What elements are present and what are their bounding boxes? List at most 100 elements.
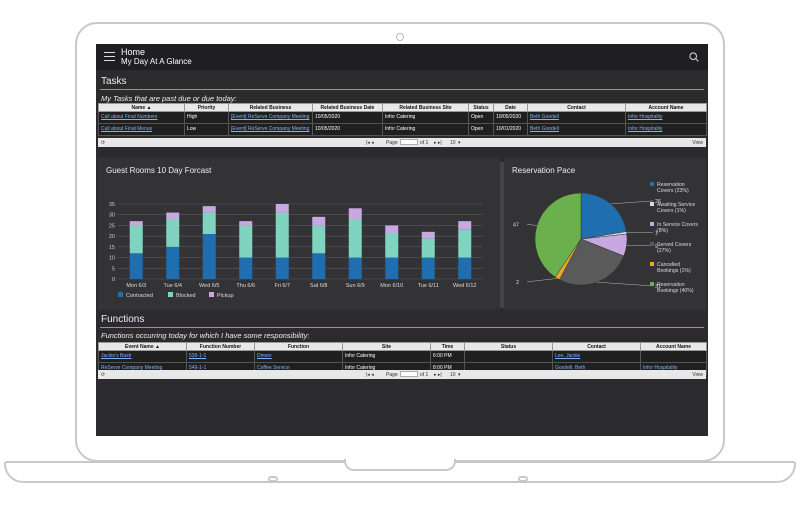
x-tick-label: Sun 6/9 [346,283,365,289]
legend-label: Cancelled [657,262,680,268]
chevron-down-icon[interactable]: ▾ [458,140,461,146]
bar-segment [202,206,216,213]
cell-link[interactable]: Beth Goodell [530,125,559,132]
bar-segment [202,212,216,234]
cell-link[interactable]: ReServe Company Meeting [101,364,163,371]
cell-link[interactable]: [Event] ReServe Company Meeting [231,113,310,120]
table-cell: Lee, Jackie [552,350,641,363]
column-header[interactable]: Priority [184,103,229,112]
functions-divider [100,327,704,328]
table-row[interactable]: Call about Final Numbers High [Event] ReSe… [98,111,707,124]
column-header[interactable]: Contact [527,103,626,112]
bar-segment [275,257,289,279]
leader-line [596,281,654,287]
column-header[interactable]: Event Name ▲ [98,342,187,351]
cell-link[interactable]: Lee, Jackie [555,352,581,359]
next-page-icon[interactable]: ▸ ▸| [434,372,442,378]
column-header[interactable]: Status [464,342,553,351]
column-header[interactable]: Related Business Date [312,103,383,112]
column-header[interactable]: Related Business Site [382,103,469,112]
bar-segment [312,225,326,254]
legend-label: Blocked [176,293,196,299]
cell-link[interactable]: Infor Hospitality [643,364,678,371]
table-row[interactable]: Call about Final Menus Low [Event] ReServe… [98,123,707,136]
table-cell: Open [468,123,494,136]
table-cell: Low [184,123,229,136]
bar-segment [421,257,435,279]
column-header[interactable]: Name ▲ [98,103,185,112]
column-header[interactable]: Related Business [228,103,313,112]
bar-segment [385,234,399,258]
column-header[interactable]: Contact [552,342,641,351]
cell-link[interactable]: Jackie's Bash [101,352,132,359]
next-page-icon[interactable]: ▸ ▸| [434,140,442,146]
per-page-select[interactable]: 10 [450,372,456,378]
table-cell: Dinner [254,350,343,363]
cell-link[interactable]: Coffee Service [257,364,290,371]
cell-link[interactable]: Call about Final Numbers [101,113,158,120]
cell-link[interactable]: [Event] ReServe Company Meeting [231,125,310,132]
cell-link[interactable]: 549-1-1 [189,364,207,371]
cell-link[interactable]: Call about Final Menus [101,125,153,132]
first-page-icon[interactable]: |◂ ◂ [366,140,374,146]
y-tick-label: 20 [109,234,115,240]
legend-swatch [118,292,123,297]
menu-icon[interactable] [104,52,115,61]
reservation-pace-title: Reservation Pace [512,166,576,175]
legend-label: Bookings (1%) [657,268,691,274]
guest-rooms-chart: 0 5 10 15 20 25 30 35 Mon 6/3 Tue 6/4 Wed 6/5 Thu 6… [109,202,483,299]
cell-link[interactable]: Goodell, Beth [555,364,586,371]
pie-data-label: 1 [655,230,658,236]
cell-link[interactable]: 539-1-1 [189,352,207,359]
legend-swatch [209,292,214,297]
column-header[interactable]: Function [254,342,343,351]
table-cell: Infor Hospitality [625,123,707,136]
page-of-label: of 1 [420,140,429,146]
bar-segment [202,234,216,279]
page-subtitle: My Day At A Glance [121,57,192,66]
cell-link[interactable]: Infor Hospitality [628,125,663,132]
pie-slice [534,192,582,278]
guest-rooms-title: Guest Rooms 10 Day Forcast [106,166,212,175]
refresh-icon[interactable]: ⟳ [101,140,106,146]
app-screen: Home My Day At A Glance Tasks My Tasks t… [96,44,708,436]
per-page-select[interactable]: 10 [450,140,456,146]
guest-rooms-panel: Guest Rooms 10 Day Forcast 0 5 10 15 20 25 30 3… [98,158,500,310]
table-row[interactable]: Jackie's Bash 539-1-1 Dinner Infor Catering… [98,350,707,363]
column-header[interactable]: Account Name [640,342,707,351]
chevron-down-icon[interactable]: ▾ [458,372,461,378]
leader-line [526,278,558,283]
column-header[interactable]: Time [430,342,465,351]
x-tick-label: Mon 6/10 [380,283,403,289]
legend-label: Served Covers [657,242,692,248]
top-bar: Home My Day At A Glance [96,44,708,70]
view-label[interactable]: View [692,140,703,146]
page-input[interactable] [400,139,418,145]
page-input[interactable] [400,371,418,377]
table-cell: Jackie's Bash [98,350,187,363]
cell-link[interactable]: Infor Hospitality [628,113,663,120]
refresh-icon[interactable]: ⟳ [101,372,106,378]
bar-segment [458,229,472,258]
tasks-subtitle: My Tasks that are past due or due today: [101,94,237,103]
legend-label: Awaiting Service [657,202,695,208]
column-header[interactable]: Site [342,342,431,351]
table-cell: 539-1-1 [186,350,255,363]
first-page-icon[interactable]: |◂ ◂ [366,372,374,378]
column-header[interactable]: Status [468,103,494,112]
cell-link[interactable]: Dinner [257,352,272,359]
cell-link[interactable]: Beth Goodell [530,113,559,120]
column-header[interactable]: Account Name [625,103,707,112]
view-label[interactable]: View [692,372,703,378]
column-header[interactable]: Function Number [186,342,255,351]
column-header[interactable]: Date [493,103,528,112]
functions-title: Functions [101,314,145,325]
pie-data-label: 9 [655,244,658,250]
bar-segment [312,216,326,226]
panel-divider[interactable] [500,162,504,308]
search-icon[interactable] [689,52,699,62]
table-cell: Infor Catering [342,350,431,363]
page-label: Page [386,140,398,146]
y-tick-label: 25 [109,223,115,229]
